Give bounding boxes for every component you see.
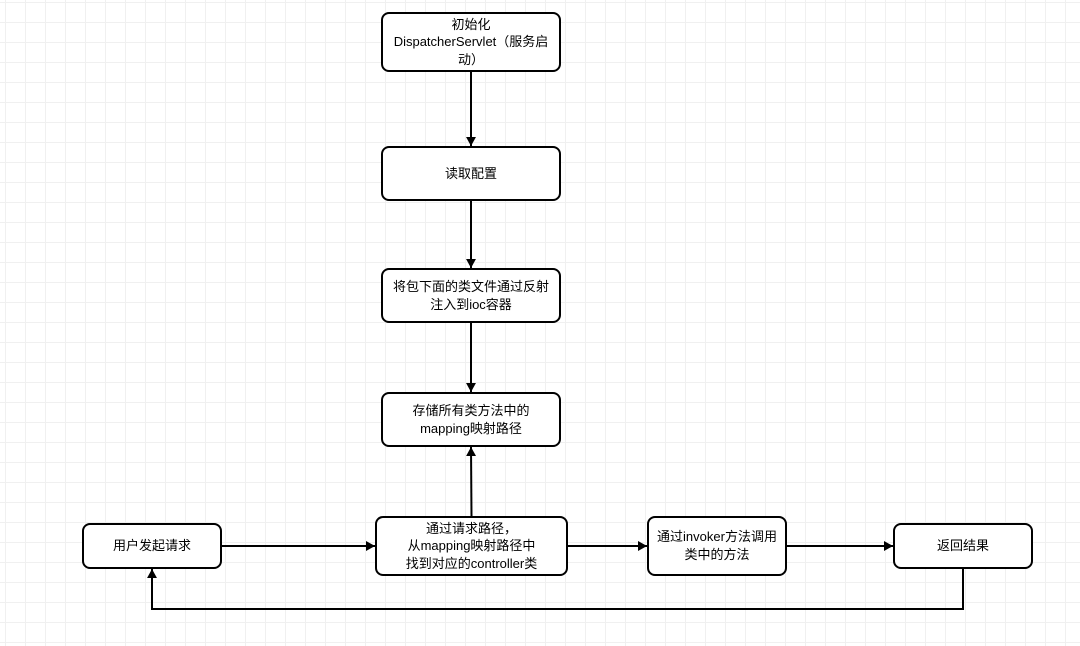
flow-edge xyxy=(471,447,472,516)
flow-node-n2: 读取配置 xyxy=(381,146,561,201)
arrowhead-icon xyxy=(466,137,476,146)
flow-node-label: 读取配置 xyxy=(445,165,497,183)
flow-node-n6: 用户发起请求 xyxy=(82,523,222,569)
flow-node-label: 通过invoker方法调用类中的方法 xyxy=(657,528,777,563)
flow-node-n1: 初始化 DispatcherServlet（服务启动） xyxy=(381,12,561,72)
arrowhead-icon xyxy=(638,541,647,551)
flow-node-n5: 通过请求路径， 从mapping映射路径中 找到对应的controller类 xyxy=(375,516,568,576)
flow-node-label: 初始化 DispatcherServlet（服务启动） xyxy=(391,16,551,69)
arrowhead-icon xyxy=(147,569,157,578)
arrowhead-icon xyxy=(466,259,476,268)
flow-node-label: 存储所有类方法中的mapping映射路径 xyxy=(391,402,551,437)
arrowhead-icon xyxy=(466,447,476,456)
flow-node-n3: 将包下面的类文件通过反射注入到ioc容器 xyxy=(381,268,561,323)
arrowhead-icon xyxy=(366,541,375,551)
arrowhead-icon xyxy=(466,383,476,392)
flow-node-label: 通过请求路径， 从mapping映射路径中 找到对应的controller类 xyxy=(406,520,537,573)
flow-node-label: 返回结果 xyxy=(937,537,989,555)
flow-node-n7: 通过invoker方法调用类中的方法 xyxy=(647,516,787,576)
arrowhead-icon xyxy=(884,541,893,551)
flow-node-label: 将包下面的类文件通过反射注入到ioc容器 xyxy=(391,278,551,313)
flow-node-n8: 返回结果 xyxy=(893,523,1033,569)
diagram-canvas: 初始化 DispatcherServlet（服务启动） 读取配置将包下面的类文件通… xyxy=(0,0,1080,646)
flow-node-n4: 存储所有类方法中的mapping映射路径 xyxy=(381,392,561,447)
flow-node-label: 用户发起请求 xyxy=(113,537,191,555)
